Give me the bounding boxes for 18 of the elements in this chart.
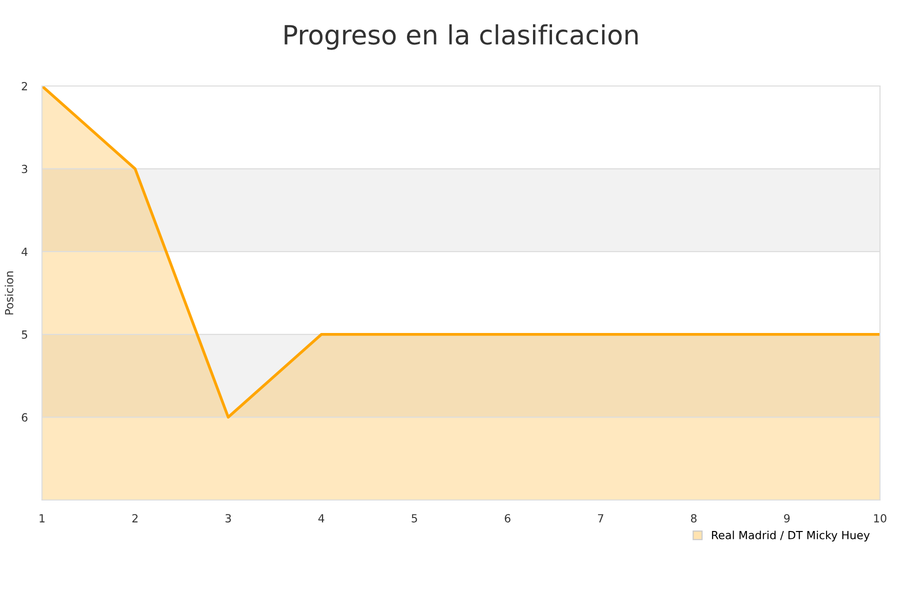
x-tick-label: 4 — [318, 514, 324, 522]
y-tick-label: 4 — [22, 248, 28, 256]
x-tick-label: 2 — [132, 514, 138, 522]
y-tick-label: 2 — [22, 82, 27, 90]
x-tick-label: 3 — [226, 514, 231, 522]
legend-label: Real Madrid / DT Micky Huey — [712, 530, 870, 542]
x-tick-label: 6 — [504, 514, 510, 522]
x-tick-label: 10 — [874, 514, 886, 522]
y-tick-label: 3 — [22, 164, 28, 174]
x-tick-label: 9 — [784, 514, 790, 522]
chart-title: Progreso en la clasificacion — [284, 24, 638, 50]
x-tick-label: 5 — [412, 514, 418, 522]
y-tick-label: 5 — [22, 330, 28, 339]
y-tick-label: 6 — [22, 413, 28, 422]
x-tick-label: 8 — [690, 514, 697, 522]
x-tick-label: 1 — [40, 514, 45, 522]
x-tick-label: 7 — [598, 514, 604, 522]
y-axis-title: Posicion — [4, 271, 14, 314]
